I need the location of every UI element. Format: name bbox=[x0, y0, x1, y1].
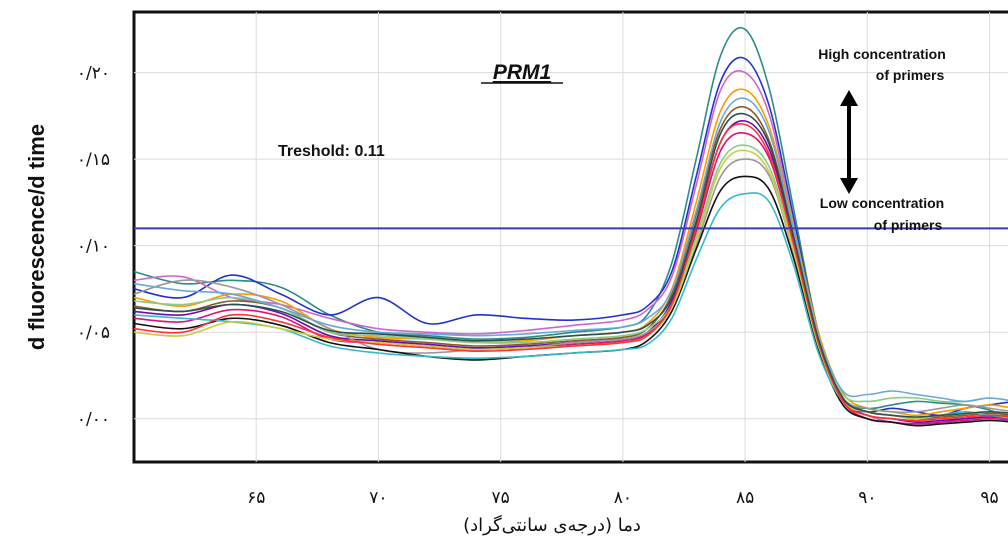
y-tick-label: ۰/۰۰ bbox=[77, 410, 110, 430]
x-tick-label: ۷۵ bbox=[492, 488, 510, 508]
plot-frame bbox=[132, 10, 1008, 464]
y-tick-label: ۰/۱۰ bbox=[77, 237, 110, 257]
x-tick-label: ۸۰ bbox=[614, 488, 632, 508]
series-line-9 bbox=[133, 158, 1008, 414]
series-line-1 bbox=[133, 27, 1008, 418]
y-tick-label: ۰/۱۵ bbox=[77, 150, 110, 170]
x-tick-labels: ۶۵ ۷۰ ۷۵ ۸۰ ۸۵ ۹۰ ۹۵ bbox=[247, 488, 999, 508]
x-axis-label: دما (درجه‌ی سانتی‌گراد) bbox=[463, 514, 641, 536]
threshold-label: Treshold: 0.11 bbox=[278, 143, 385, 160]
series-line-13 bbox=[133, 123, 1008, 422]
annotation-high-line2: of primers bbox=[876, 67, 945, 83]
annotation-low-line2: of primers bbox=[874, 217, 943, 233]
y-tick-label: ۰/۲۰ bbox=[77, 64, 110, 84]
x-tick-label: ۷۰ bbox=[369, 488, 387, 508]
annotation-high-line1: High concentration bbox=[818, 46, 946, 62]
x-tick-label: ۹۰ bbox=[858, 488, 876, 508]
series-lines bbox=[133, 27, 1008, 427]
chart-title: PRM1 bbox=[493, 61, 551, 84]
x-tick-label: ۹۵ bbox=[980, 488, 998, 508]
y-tick-labels: ۰/۰۰ ۰/۰۵ ۰/۱۰ ۰/۱۵ ۰/۲۰ bbox=[77, 64, 110, 430]
x-tick-label: ۶۵ bbox=[247, 488, 265, 508]
series-line-14 bbox=[133, 97, 1008, 403]
annotation-low-line1: Low concentration bbox=[820, 195, 944, 211]
y-axis-label: d fluorescence/d time bbox=[24, 124, 49, 350]
x-tick-label: ۸۵ bbox=[736, 488, 754, 508]
series-line-10 bbox=[133, 175, 1008, 427]
series-line-2 bbox=[133, 56, 1008, 417]
double-arrow bbox=[840, 90, 858, 194]
series-line-15 bbox=[133, 112, 1008, 418]
y-tick-label: ۰/۰۵ bbox=[77, 323, 110, 343]
